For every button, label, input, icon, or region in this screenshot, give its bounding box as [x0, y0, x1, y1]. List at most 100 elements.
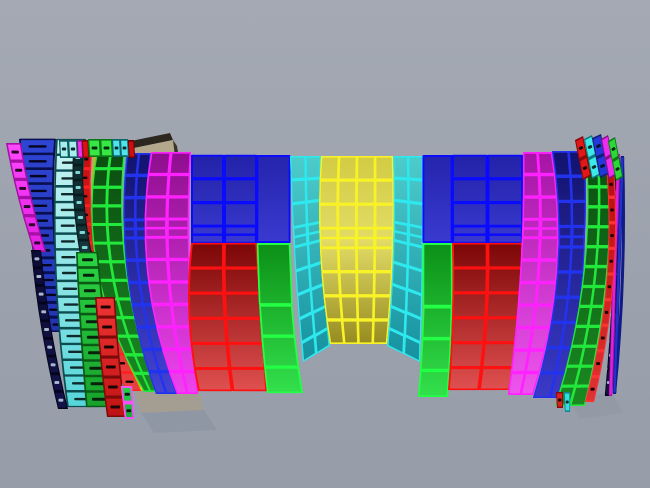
panel — [522, 174, 541, 197]
panel-label-mark — [591, 164, 597, 170]
panel — [356, 237, 375, 248]
panel — [224, 178, 257, 203]
panel-label-mark — [69, 366, 86, 369]
panel — [81, 140, 90, 158]
panel-label-mark — [558, 398, 562, 402]
panel — [144, 237, 168, 260]
panel-blue-tall-right — [422, 155, 453, 243]
panel-label-mark — [105, 365, 116, 369]
shadow-gray — [141, 410, 217, 433]
column-magenta-left — [144, 152, 199, 394]
panel — [168, 371, 188, 394]
panel — [452, 178, 488, 203]
column-blue-grid-right — [533, 151, 586, 398]
panel — [107, 224, 124, 243]
panel — [190, 343, 230, 369]
panel — [407, 243, 423, 271]
panel — [408, 202, 424, 228]
panel-label-mark — [44, 327, 49, 332]
panel — [520, 372, 540, 395]
panel-label-mark — [609, 182, 613, 186]
panel — [608, 154, 621, 396]
panel — [144, 227, 167, 238]
panel-label-mark — [58, 398, 64, 402]
panel — [407, 267, 423, 295]
panel-label-mark — [75, 170, 81, 175]
panel-label-mark — [100, 305, 111, 309]
panel-label-mark — [77, 215, 84, 220]
panel — [539, 237, 559, 260]
panel — [319, 247, 339, 272]
panel — [256, 243, 293, 305]
panel-label-mark — [28, 145, 47, 148]
panel — [148, 282, 172, 305]
panel-label-mark — [61, 147, 67, 151]
strip-tail-green — [120, 386, 135, 419]
panel — [451, 317, 486, 343]
cap-cyan-2 — [111, 139, 130, 157]
panel — [375, 156, 394, 180]
panel — [191, 154, 224, 180]
panel — [408, 156, 424, 180]
panel — [191, 178, 224, 203]
panel — [306, 200, 322, 225]
panel-label-mark — [76, 200, 82, 205]
section-blue-top-left — [191, 154, 257, 244]
panel — [356, 180, 376, 204]
panel — [585, 227, 599, 247]
panel — [593, 266, 608, 287]
panel-label-mark — [60, 224, 75, 227]
panel — [554, 272, 571, 297]
section-blue-top-right — [452, 154, 523, 244]
panel — [162, 349, 183, 372]
panel — [167, 218, 189, 229]
panel — [169, 152, 191, 175]
column-magenta-right — [507, 152, 559, 395]
panel — [125, 260, 140, 283]
panel — [123, 175, 137, 198]
panel — [540, 347, 561, 373]
panel-label-mark — [582, 165, 588, 171]
panel-label-mark — [41, 310, 47, 314]
panel — [419, 338, 452, 371]
panel — [136, 327, 153, 350]
panel — [338, 247, 357, 272]
panel — [449, 342, 485, 368]
panel — [392, 240, 409, 267]
panel — [337, 180, 357, 204]
panel — [106, 206, 123, 225]
panel-label-mark — [604, 310, 609, 314]
panel — [557, 201, 573, 227]
panel — [558, 226, 572, 237]
panel-label-mark — [60, 240, 76, 243]
panel-blue-tall-left — [256, 155, 291, 243]
panel — [147, 152, 171, 175]
panel-label-mark — [63, 303, 79, 306]
panel — [340, 296, 358, 320]
panel — [224, 154, 257, 180]
panel — [486, 292, 522, 318]
panel — [259, 305, 296, 337]
panel — [487, 154, 523, 180]
panel — [393, 200, 409, 225]
panel-label-mark — [606, 380, 610, 384]
panel — [342, 320, 359, 344]
panel — [510, 350, 530, 373]
panel — [546, 322, 565, 348]
panel — [295, 267, 311, 295]
panel-label-mark — [595, 143, 602, 149]
panel — [390, 284, 407, 313]
panel — [533, 373, 556, 398]
panel — [167, 259, 191, 282]
panel-label-mark — [114, 146, 119, 150]
panel — [356, 156, 376, 180]
panel — [261, 336, 299, 368]
cap-magenta — [76, 140, 84, 158]
panel — [520, 237, 541, 260]
panel-label-mark — [126, 409, 132, 413]
panel — [151, 304, 175, 327]
panel — [557, 247, 572, 272]
tab-cyan-bottom-right — [563, 392, 571, 412]
